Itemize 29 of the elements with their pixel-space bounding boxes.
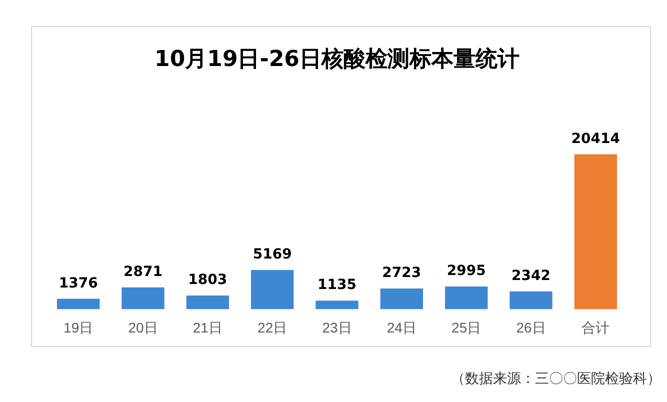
bar <box>444 286 488 310</box>
data-label: 2871 <box>124 264 162 280</box>
bar <box>574 154 618 310</box>
data-label: 2342 <box>512 268 550 284</box>
x-tick-label: 20日 <box>128 319 158 336</box>
data-label: 2995 <box>446 263 486 280</box>
x-tick-label: 21日 <box>192 319 222 336</box>
data-label: 20414 <box>571 130 620 147</box>
x-tick-label: 26日 <box>516 319 546 336</box>
chart-title: 10月19日-26日核酸检测标本量统计 <box>154 46 520 72</box>
bar <box>316 300 358 310</box>
data-label: 1376 <box>58 275 98 292</box>
x-tick-label: 19日 <box>64 319 94 336</box>
x-tick-label: 合计 <box>582 319 610 336</box>
bar <box>510 291 552 310</box>
data-label: 1135 <box>318 277 356 294</box>
bar <box>122 287 164 310</box>
x-tick-label: 25日 <box>452 319 482 336</box>
bar <box>186 296 230 310</box>
data-label: 5169 <box>252 246 292 263</box>
x-tick-label: 23日 <box>322 319 352 336</box>
data-label: 1803 <box>188 272 228 288</box>
text: （数据来源：三〇〇医院检验科） <box>451 370 661 388</box>
bar <box>380 288 424 310</box>
data-label: 2723 <box>382 265 422 282</box>
bar <box>56 298 100 310</box>
bar <box>250 270 294 310</box>
x-tick-label: 22日 <box>258 319 288 336</box>
x-tick-label: 24日 <box>386 319 416 336</box>
